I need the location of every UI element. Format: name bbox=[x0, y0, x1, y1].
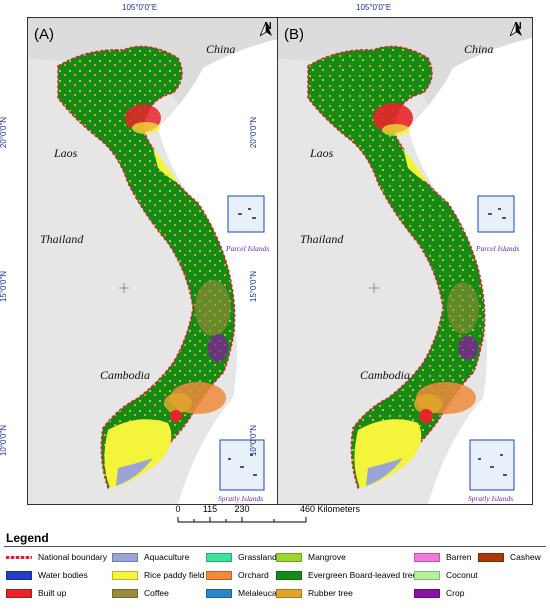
island-label-parcel: Parcel Islands bbox=[226, 244, 270, 253]
longitude-label-a: 105°0'0"E bbox=[122, 3, 158, 12]
legend-item-water-bodies: Water bodies bbox=[6, 569, 88, 581]
legend-label: Built up bbox=[38, 588, 67, 598]
legend-label: Cashew bbox=[510, 552, 541, 562]
north-letter: N bbox=[514, 21, 522, 32]
legend-item-rubber-tree: Rubber tree bbox=[276, 587, 353, 599]
legend-label: Coconut bbox=[446, 570, 478, 580]
legend-swatch bbox=[206, 588, 232, 598]
legend-swatch bbox=[414, 588, 440, 598]
north-letter: N bbox=[264, 21, 272, 32]
scale-bar: 0 115 230 460 Kilometers bbox=[170, 504, 380, 528]
legend-swatch bbox=[112, 588, 138, 598]
legend-label: Crop bbox=[446, 588, 465, 598]
legend-item-coffee: Coffee bbox=[112, 587, 169, 599]
legend-label: Rubber tree bbox=[308, 588, 353, 598]
legend-label: Water bodies bbox=[38, 570, 88, 580]
country-label-china: China bbox=[206, 42, 236, 56]
legend-label: Aquaculture bbox=[144, 552, 190, 562]
scale-tick-460: 460 Kilometers bbox=[299, 504, 361, 514]
island-label-parcel: Parcel Islands bbox=[476, 244, 520, 253]
legend-item-melaleuca: Melaleuca bbox=[206, 587, 277, 599]
north-arrow-icon bbox=[260, 22, 272, 36]
country-label-cambodia: Cambodia bbox=[100, 368, 151, 382]
boundary-line-icon bbox=[6, 553, 32, 562]
legend-item-grassland: Grassland bbox=[206, 551, 277, 563]
legend-swatch bbox=[414, 552, 440, 562]
vietnam-map-b bbox=[278, 18, 532, 504]
legend-label: Coffee bbox=[144, 588, 169, 598]
legend-item-evergreen: Evergreen Board-leaved tree bbox=[276, 569, 417, 581]
latitude-10-label-a: 10°0'0"N bbox=[0, 424, 9, 457]
legend-item-barren: Barren bbox=[414, 551, 472, 563]
legend-swatch bbox=[276, 570, 302, 580]
map-panel-b: (B) N China Laos Thailand Cambodia Parce… bbox=[277, 17, 533, 505]
legend-label: Orchard bbox=[238, 570, 269, 580]
north-arrow-icon bbox=[510, 22, 522, 36]
legend-label: Melaleuca bbox=[238, 588, 277, 598]
latitude-15-label-b: 15°0'0"N bbox=[249, 270, 259, 303]
legend-swatch bbox=[112, 570, 138, 580]
scale-tick-115: 115 bbox=[202, 504, 218, 514]
legend-swatch bbox=[206, 570, 232, 580]
legend-item-national-boundary: National boundary bbox=[6, 551, 107, 563]
country-label-china: China bbox=[464, 42, 494, 56]
legend-item-rice-paddy-field: Rice paddy field bbox=[112, 569, 204, 581]
island-label-spratly: Spratly Islands bbox=[218, 494, 264, 503]
legend-label: Grassland bbox=[238, 552, 277, 562]
legend-title: Legend bbox=[6, 531, 49, 545]
longitude-label-b: 105°0'0"E bbox=[356, 3, 392, 12]
legend-swatch bbox=[6, 570, 32, 580]
legend-label: Rice paddy field bbox=[144, 570, 205, 580]
scale-tick-230: 230 bbox=[234, 504, 250, 514]
country-label-cambodia: Cambodia bbox=[360, 368, 411, 382]
latitude-20-label-a: 20°0'0"N bbox=[0, 116, 9, 149]
legend-label: Barren bbox=[446, 552, 472, 562]
legend-item-aquaculture: Aquaculture bbox=[112, 551, 189, 563]
north-arrow: N bbox=[510, 21, 526, 36]
north-arrow: N bbox=[260, 21, 276, 36]
legend-swatch bbox=[276, 552, 302, 562]
legend-swatch bbox=[414, 570, 440, 580]
latitude-15-label-a: 15°0'0"N bbox=[0, 270, 9, 303]
legend-label: National boundary bbox=[38, 552, 107, 562]
scale-bar-graphic bbox=[177, 517, 307, 523]
legend-label: Evergreen Board-leaved tree bbox=[308, 570, 418, 580]
legend-swatch bbox=[276, 588, 302, 598]
legend-swatch bbox=[206, 552, 232, 562]
scale-tick-0: 0 bbox=[175, 504, 181, 514]
legend-item-cashew: Cashew bbox=[478, 551, 541, 563]
panel-label: (B) bbox=[284, 26, 304, 43]
legend-swatch bbox=[112, 552, 138, 562]
latitude-10-label-b: 10°0'0"N bbox=[249, 424, 259, 457]
legend-divider bbox=[4, 546, 546, 547]
legend-item-mangrove: Mangrove bbox=[276, 551, 346, 563]
legend-item-orchard: Orchard bbox=[206, 569, 269, 581]
legend-swatch bbox=[478, 552, 504, 562]
legend-item-coconut: Coconut bbox=[414, 569, 478, 581]
legend-item-crop: Crop bbox=[414, 587, 464, 599]
country-label-laos: Laos bbox=[54, 146, 78, 160]
legend-swatch bbox=[6, 588, 32, 598]
panel-label: (A) bbox=[34, 26, 54, 43]
country-label-thailand: Thailand bbox=[40, 232, 84, 246]
vietnam-map-a bbox=[28, 18, 282, 504]
country-label-thailand: Thailand bbox=[300, 232, 344, 246]
map-panel-a: (A) N China Laos Thailand Cambodia Parce… bbox=[27, 17, 283, 505]
latitude-20-label-b: 20°0'0"N bbox=[249, 116, 259, 149]
country-label-laos: Laos bbox=[310, 146, 334, 160]
legend-label: Mangrove bbox=[308, 552, 346, 562]
island-label-spratly: Spratly Islands bbox=[468, 494, 514, 503]
legend-item-built-up: Built up bbox=[6, 587, 66, 599]
